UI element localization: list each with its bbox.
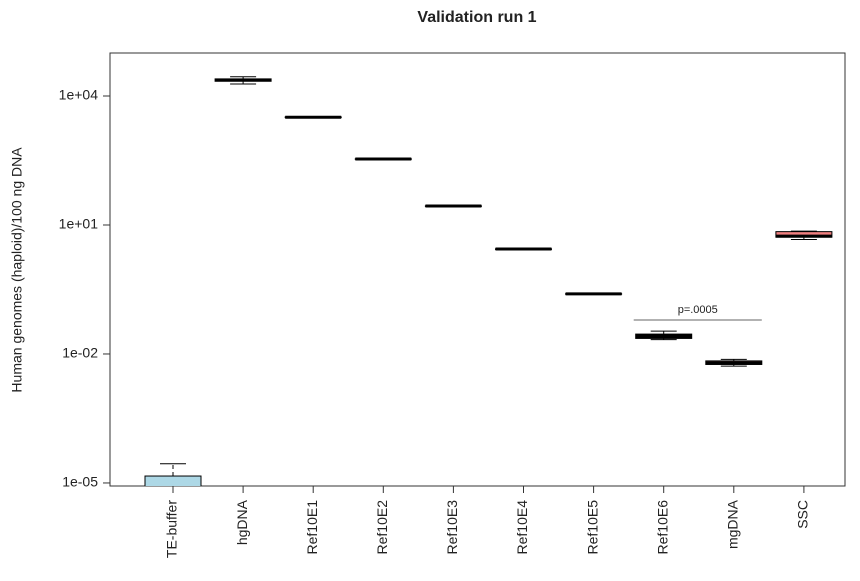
box [144,475,202,486]
x-tick-label: Ref10E6 [654,500,670,555]
x-tick-label: Ref10E3 [444,500,460,555]
plot-area [144,76,833,486]
x-tick-label: Ref10E1 [304,500,320,555]
x-tick-label: Ref10E4 [514,500,530,555]
x-tick-label: SSC [795,500,811,529]
annotation: p=.0005 [678,304,718,316]
y-axis-label: Human genomes (haploid)/100 ng DNA [9,147,25,393]
y-tick-label: 1e+04 [59,87,99,103]
x-tick-label: Ref10E2 [374,500,390,555]
x-tick-label: Ref10E5 [584,500,600,555]
y-tick-label: 1e+01 [59,216,99,232]
x-tick-label: hgDNA [234,499,250,545]
plot-frame [109,52,846,487]
y-tick-label: 1e-02 [62,345,98,361]
x-tick-label: TE-buffer [164,500,180,558]
chart-title: Validation run 1 [417,9,536,26]
x-tick-label: mgDNA [725,499,741,549]
y-tick-label: 1e-05 [62,474,98,490]
